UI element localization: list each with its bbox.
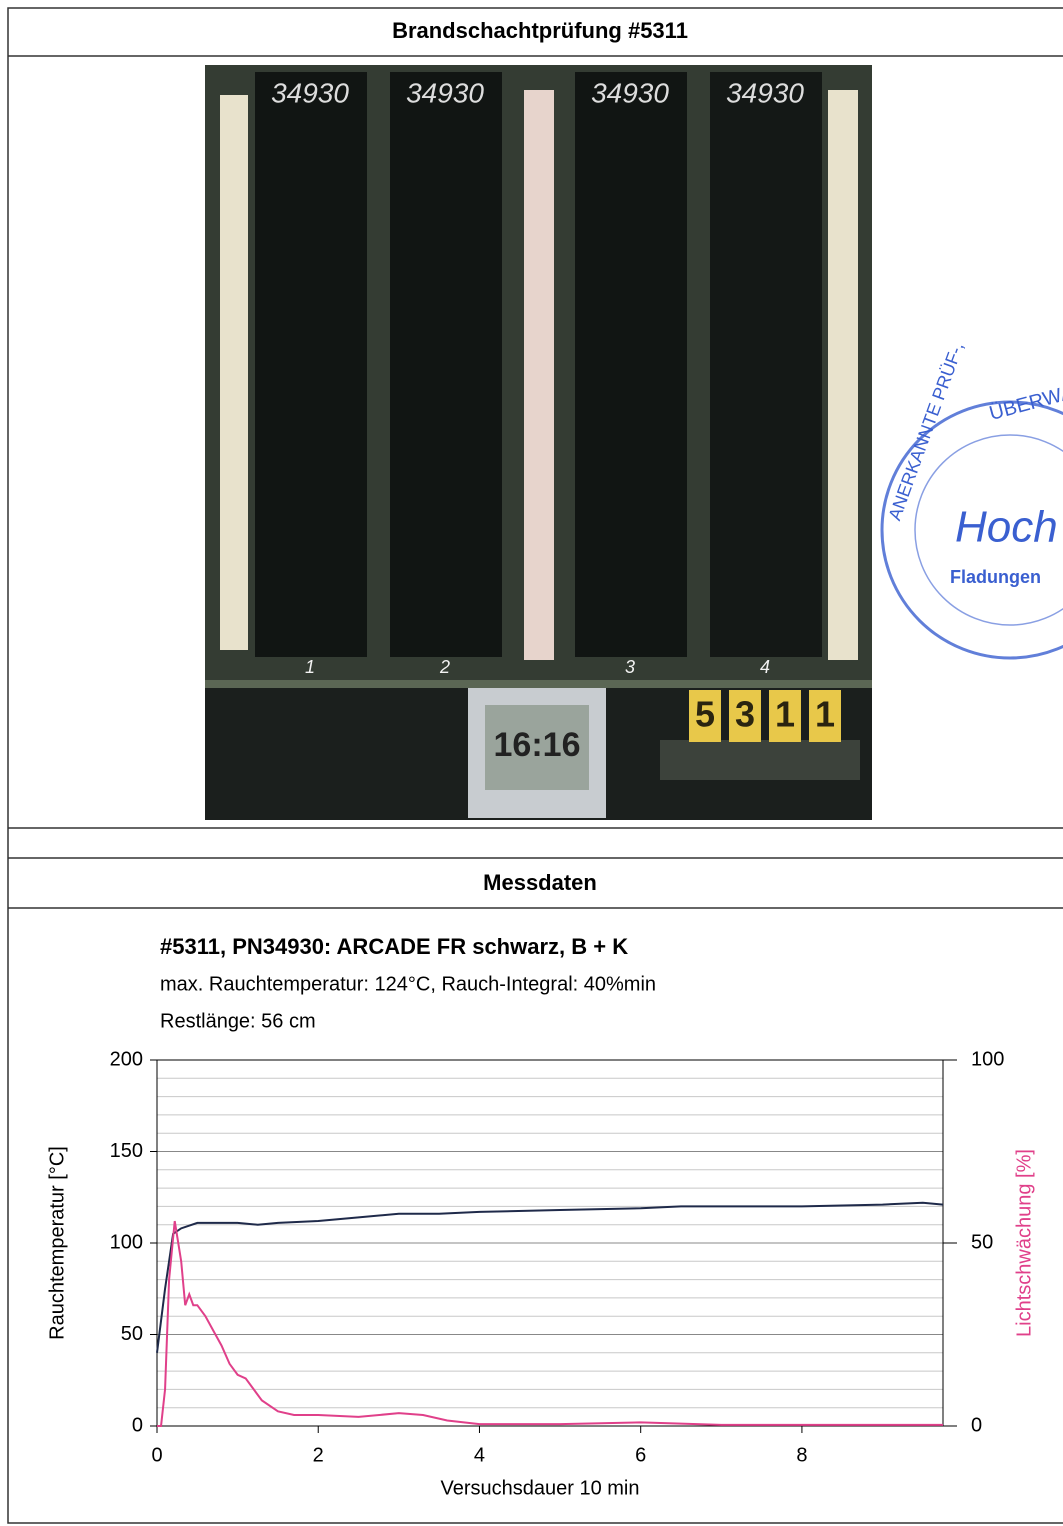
y-tick-label: 150 (110, 1140, 143, 1162)
photo (205, 65, 872, 820)
y-tick-label: 0 (132, 1414, 143, 1436)
x-tick-label: 6 (635, 1444, 646, 1466)
x-tick-label: 0 (151, 1444, 162, 1466)
stamp (880, 400, 1063, 660)
x-tick-label: 4 (474, 1444, 485, 1466)
chart-subtitle: Restlänge: 56 cm (160, 1010, 316, 1032)
slot-number: 1 (305, 657, 315, 677)
chart-title: #5311, PN34930: ARCADE FR schwarz, B + K (160, 934, 628, 959)
frame (7, 7, 1063, 1524)
stamp-text: ÜBERWACHUNGS (987, 359, 1063, 425)
sample-label: 34930 (726, 77, 804, 108)
stamp-text: ANERKANNTE PRÜF-, (884, 339, 967, 523)
chart-subtitle: max. Rauchtemperatur: 124°C, Rauch-Integ… (160, 973, 656, 995)
y-tick-label: 100 (110, 1231, 143, 1253)
sample-label: 34930 (406, 77, 484, 108)
number-card (769, 690, 801, 742)
y-tick-label: 50 (121, 1323, 143, 1345)
slot-number: 2 (439, 657, 450, 677)
y2-axis-label: Lichtschwächung [%] (1013, 1149, 1035, 1337)
y-axis-label: Rauchtemperatur [°C] (46, 1146, 68, 1340)
x-tick-label: 2 (313, 1444, 324, 1466)
y2-tick-label: 0 (971, 1414, 982, 1436)
page-title: Brandschachtprüfung #5311 (392, 18, 688, 43)
stamp-text: Fladungen (950, 567, 1041, 587)
clock-text: 16:16 (494, 726, 581, 764)
data-line (157, 1220, 943, 1427)
test-number: 5 (695, 694, 715, 735)
test-number: 3 (735, 694, 755, 735)
plot-frame (156, 1059, 944, 1427)
sample-label: 34930 (271, 77, 349, 108)
x-tick-label: 8 (796, 1444, 807, 1466)
y-tick-label: 200 (110, 1048, 143, 1070)
test-number: 1 (775, 694, 795, 735)
x-axis-label: Versuchsdauer 10 min (440, 1477, 639, 1499)
test-number: 1 (815, 694, 835, 735)
slot-number: 4 (760, 657, 770, 677)
slot-number: 3 (625, 657, 635, 677)
number-card (729, 690, 761, 742)
data-line (156, 1201, 944, 1353)
y2-tick-label: 100 (971, 1048, 1004, 1070)
sample-label: 34930 (591, 77, 669, 108)
y2-tick-label: 50 (971, 1231, 993, 1253)
number-card (809, 690, 841, 742)
section-title: Messdaten (483, 870, 597, 895)
number-card (689, 690, 721, 742)
stamp-text: Hoch (955, 503, 1058, 552)
